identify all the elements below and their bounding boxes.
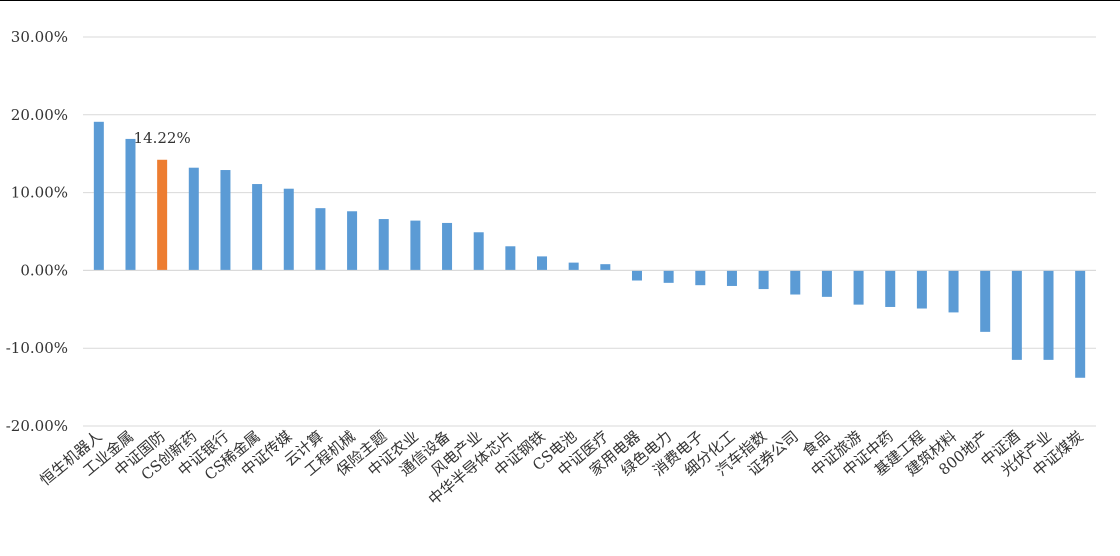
bar <box>252 184 263 271</box>
bar <box>853 270 864 305</box>
bars <box>93 121 1086 378</box>
bar <box>631 270 642 281</box>
bar <box>473 232 484 271</box>
y-tick-label: 10.00% <box>11 184 68 202</box>
bar <box>948 270 959 313</box>
bar <box>758 270 769 290</box>
bar <box>505 246 516 271</box>
bar <box>1075 270 1086 378</box>
y-axis-tick-labels: 30.00% 20.00% 10.00% 0.00% -10.00% -20.00% <box>6 28 68 435</box>
bar <box>157 159 168 271</box>
bar <box>442 222 453 271</box>
bar <box>378 219 389 271</box>
y-tick-label: 0.00% <box>20 261 68 279</box>
bar <box>125 138 136 271</box>
bar <box>347 211 358 271</box>
bar <box>980 270 991 332</box>
bar <box>93 121 104 271</box>
bar <box>568 262 579 271</box>
data-label: 14.22% <box>134 129 191 147</box>
y-tick-label: -20.00% <box>6 417 68 435</box>
y-tick-label: 30.00% <box>11 28 68 46</box>
bar <box>663 270 674 283</box>
x-axis-tick-labels: 恒生机器人工业金属中证国防CS创新药中证银行CS稀金属中证传媒云计算工程机械保险… <box>36 427 1086 508</box>
bar <box>790 270 801 295</box>
bar <box>821 270 832 297</box>
bar <box>916 270 927 309</box>
bar <box>188 167 199 271</box>
bar <box>283 188 294 271</box>
bar <box>220 170 231 271</box>
gridlines <box>83 36 1096 427</box>
bar <box>726 270 737 286</box>
bar <box>885 270 896 307</box>
bar <box>695 270 706 286</box>
data-labels: 14.22% <box>134 129 191 147</box>
bar <box>537 256 548 271</box>
bar <box>315 208 326 271</box>
bar <box>1011 270 1022 360</box>
y-tick-label: -10.00% <box>6 339 68 357</box>
bar <box>600 264 611 271</box>
y-tick-label: 20.00% <box>11 106 68 124</box>
top-border <box>0 0 1120 1</box>
bar <box>1043 270 1054 360</box>
bar <box>410 220 421 271</box>
